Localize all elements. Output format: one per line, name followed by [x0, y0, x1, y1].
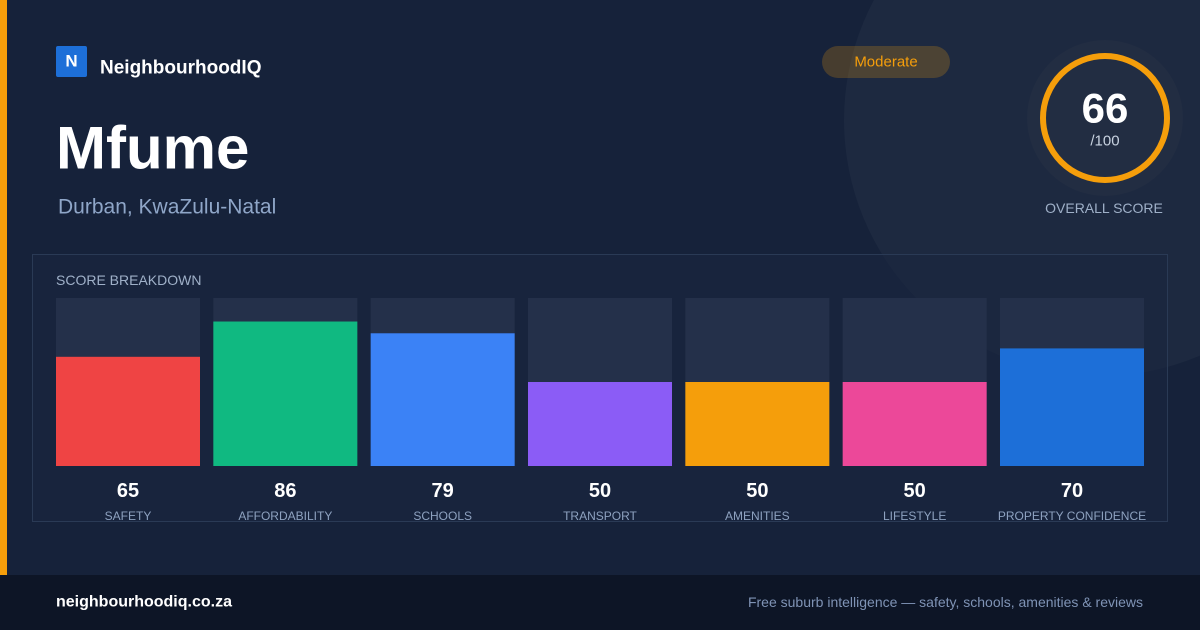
value-label: 65 [117, 480, 139, 502]
suburb-name: Mfume [56, 115, 249, 182]
brand: NeighbourhoodIQ [100, 58, 261, 79]
category-label: TRANSPORT [563, 509, 637, 523]
breakdown-title: SCORE BREAKDOWN [56, 272, 201, 288]
footer-tagline: Free suburb intelligence — safety, schoo… [748, 594, 1143, 610]
bar [528, 382, 672, 466]
value-label: 70 [1061, 480, 1083, 502]
bar [370, 333, 515, 466]
bar [685, 382, 830, 466]
location: Durban, KwaZulu-Natal [58, 196, 276, 219]
value-label: 50 [746, 480, 768, 502]
footer [0, 575, 1200, 630]
bar [56, 356, 200, 466]
logo-box [56, 46, 87, 77]
category-label: AFFORDABILITY [238, 509, 332, 523]
logo: N [65, 52, 77, 71]
bar [213, 321, 358, 466]
category-label: AMENITIES [725, 509, 790, 523]
category-label: SAFETY [105, 509, 152, 523]
overall-max: /100 [1090, 133, 1119, 150]
bar [1000, 348, 1144, 466]
accent-stripe [0, 0, 7, 575]
overall-score: 66 [1082, 85, 1129, 132]
footer-site: neighbourhoodiq.co.za [56, 594, 232, 611]
value-label: 86 [274, 480, 296, 502]
category-label: LIFESTYLE [883, 509, 946, 523]
badge-text: Moderate [854, 54, 917, 71]
value-label: 79 [432, 480, 454, 502]
badge [822, 46, 950, 78]
category-label: PROPERTY CONFIDENCE [998, 509, 1146, 523]
overall-label: OVERALL SCORE [1045, 200, 1163, 216]
score-ring-bg [1027, 40, 1183, 196]
bar [842, 382, 987, 466]
category-label: SCHOOLS [413, 509, 472, 523]
value-label: 50 [589, 480, 611, 502]
value-label: 50 [904, 480, 926, 502]
score-ring [1040, 53, 1170, 183]
